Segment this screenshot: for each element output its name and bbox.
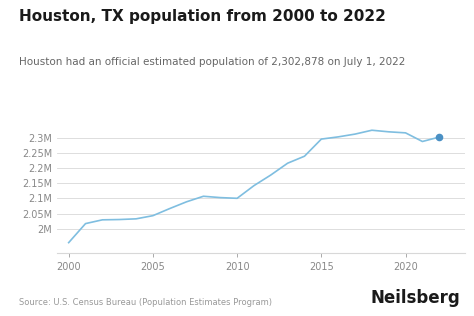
Text: Houston had an official estimated population of 2,302,878 on July 1, 2022: Houston had an official estimated popula… bbox=[19, 57, 405, 67]
Text: Houston, TX population from 2000 to 2022: Houston, TX population from 2000 to 2022 bbox=[19, 9, 386, 24]
Point bbox=[436, 135, 443, 140]
Text: Neilsberg: Neilsberg bbox=[370, 289, 460, 307]
Text: Source: U.S. Census Bureau (Population Estimates Program): Source: U.S. Census Bureau (Population E… bbox=[19, 298, 272, 307]
